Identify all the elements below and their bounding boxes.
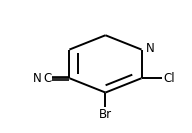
Text: N: N xyxy=(146,42,154,55)
Text: C: C xyxy=(43,72,51,85)
Text: Br: Br xyxy=(99,108,112,121)
Text: Cl: Cl xyxy=(163,72,175,85)
Text: N: N xyxy=(33,72,42,85)
